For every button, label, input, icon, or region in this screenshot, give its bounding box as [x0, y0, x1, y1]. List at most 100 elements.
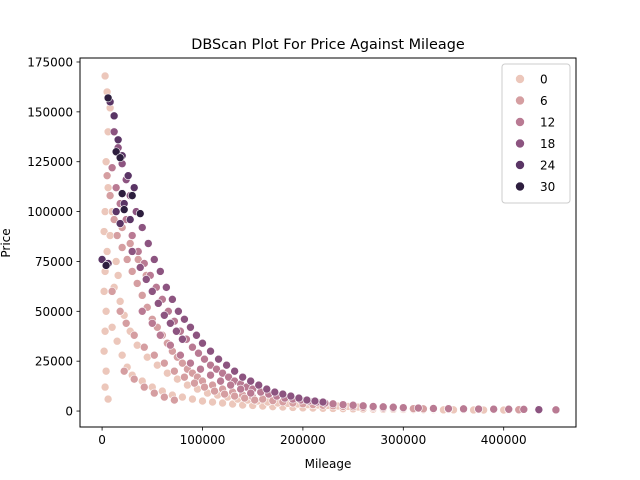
data-point-series-12 — [111, 183, 121, 192]
data-point-series-6 — [139, 342, 149, 352]
x-axis-label: Mileage — [305, 457, 352, 471]
data-point-series-12 — [236, 384, 245, 394]
data-point-series-12 — [206, 370, 215, 380]
data-point-series-18 — [137, 223, 147, 232]
y-tick-label: 125000 — [27, 155, 73, 169]
data-point-series-6 — [170, 395, 179, 405]
data-point-series-18 — [172, 326, 181, 336]
data-point-series-18 — [127, 247, 137, 256]
data-point-series-18 — [150, 255, 159, 264]
data-point-series-6 — [105, 191, 115, 200]
data-point-series-12 — [459, 404, 468, 414]
data-point-series-0 — [112, 336, 122, 346]
data-point-series-18 — [160, 310, 169, 320]
legend-label: 24 — [540, 159, 555, 173]
data-point-series-0 — [100, 71, 110, 81]
data-point-series-0 — [101, 307, 111, 316]
data-point-series-18 — [109, 127, 119, 137]
data-point-series-0 — [102, 247, 112, 256]
data-point-series-0 — [188, 394, 197, 404]
data-point-series-12 — [212, 364, 221, 374]
data-point-series-18 — [192, 330, 201, 340]
data-point-series-18 — [262, 384, 272, 394]
x-tick-label: 0 — [98, 433, 106, 447]
data-point-series-12 — [137, 307, 147, 316]
data-point-series-18 — [162, 283, 171, 292]
data-point-series-18 — [143, 239, 153, 248]
legend-marker — [515, 181, 525, 192]
data-point-series-18 — [238, 372, 247, 382]
data-point-series-0 — [100, 382, 110, 392]
data-point-series-18 — [294, 393, 304, 403]
data-point-series-12 — [194, 348, 203, 358]
data-point-series-18 — [156, 267, 165, 276]
data-point-series-12 — [196, 364, 205, 374]
data-point-series-18 — [135, 263, 145, 272]
data-point-series-18 — [310, 396, 320, 406]
y-tick-label: 50000 — [35, 305, 73, 319]
data-point-series-18 — [214, 354, 223, 364]
data-point-series-12 — [166, 340, 175, 350]
data-point-series-24 — [123, 171, 133, 180]
data-point-series-0 — [198, 396, 207, 406]
data-point-series-6 — [210, 386, 219, 396]
data-point-series-0 — [99, 287, 109, 296]
data-point-series-0 — [178, 392, 187, 402]
legend-label: 30 — [540, 180, 555, 194]
data-point-series-18 — [534, 405, 544, 414]
data-point-series-0 — [183, 380, 192, 390]
data-point-series-18 — [270, 387, 280, 397]
data-point-series-6 — [170, 366, 179, 376]
data-point-series-0 — [103, 183, 113, 192]
plot-frame — [79, 57, 577, 428]
data-point-series-30 — [127, 191, 137, 200]
data-point-series-0 — [103, 394, 113, 404]
data-point-series-18 — [318, 397, 328, 407]
y-tick-label: 175000 — [27, 55, 73, 69]
data-point-series-6 — [107, 287, 117, 296]
data-point-series-12 — [348, 400, 358, 410]
data-point-series-18 — [186, 322, 195, 332]
data-point-series-12 — [156, 330, 165, 340]
data-point-series-12 — [338, 400, 348, 409]
legend-marker — [515, 74, 525, 84]
data-point-series-6 — [150, 350, 159, 360]
y-tick-label: 100000 — [27, 205, 73, 219]
x-tick-label: 300000 — [380, 433, 426, 447]
legend-label: 18 — [540, 137, 555, 151]
data-point-series-24 — [125, 215, 135, 224]
data-point-series-6 — [112, 231, 122, 240]
data-point-series-0 — [208, 397, 217, 407]
data-point-series-0 — [142, 352, 152, 362]
data-point-series-6 — [119, 366, 129, 376]
data-point-series-12 — [551, 405, 561, 415]
data-point-series-0 — [101, 366, 111, 376]
data-point-series-12 — [444, 404, 453, 413]
data-point-series-6 — [230, 391, 239, 401]
data-point-series-12 — [358, 401, 368, 411]
data-point-series-18 — [147, 287, 157, 296]
legend-marker — [515, 138, 525, 149]
data-point-series-0 — [173, 374, 182, 384]
data-point-series-0 — [115, 297, 125, 306]
data-point-series-0 — [117, 350, 127, 360]
data-point-series-12 — [328, 399, 338, 409]
data-point-series-6 — [117, 243, 127, 252]
data-point-series-12 — [414, 403, 423, 413]
legend-label: 12 — [540, 116, 555, 130]
data-point-series-6 — [132, 279, 142, 288]
data-point-series-30 — [101, 261, 111, 270]
data-point-series-30 — [111, 147, 121, 157]
legend-box — [501, 63, 571, 204]
data-point-series-12 — [176, 350, 185, 360]
data-point-series-18 — [180, 314, 189, 324]
y-tick-label: 150000 — [27, 105, 73, 119]
y-tick-label: 25000 — [35, 355, 73, 369]
data-point-series-6 — [115, 307, 125, 316]
data-point-series-30 — [119, 205, 129, 214]
data-point-series-12 — [216, 376, 225, 386]
data-point-series-18 — [168, 295, 177, 304]
y-tick-label: 75000 — [35, 255, 73, 269]
data-point-series-0 — [163, 368, 172, 378]
